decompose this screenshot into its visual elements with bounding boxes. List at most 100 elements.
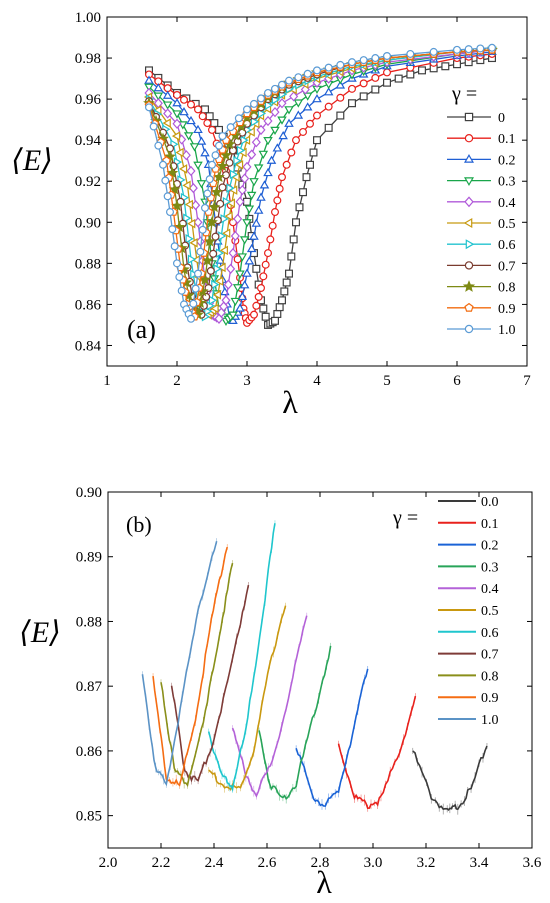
data-point xyxy=(254,292,263,301)
series-line xyxy=(170,584,250,783)
data-point xyxy=(209,275,220,284)
data-point xyxy=(226,263,236,274)
data-point xyxy=(211,279,220,290)
legend-label: 0.1 xyxy=(481,517,499,532)
series-gamma-0.1 xyxy=(337,693,417,812)
series-gamma-0.0 xyxy=(412,743,488,815)
data-point xyxy=(278,173,287,182)
data-point xyxy=(282,278,291,287)
data-point xyxy=(239,280,250,289)
data-point xyxy=(163,108,173,119)
y-axis-label: ⟨E⟩ xyxy=(11,144,53,177)
data-point xyxy=(263,167,273,177)
data-point xyxy=(145,103,154,112)
data-point xyxy=(181,150,191,161)
data-point xyxy=(163,84,172,93)
data-point xyxy=(359,56,368,65)
legend-label: 0 xyxy=(498,111,505,126)
data-point xyxy=(193,217,203,228)
data-point xyxy=(295,203,304,212)
data-point xyxy=(272,143,283,152)
series-gamma-1.0 xyxy=(145,43,497,323)
legend-item: 0.7 xyxy=(447,259,516,274)
data-point xyxy=(178,164,188,174)
data-point xyxy=(194,269,203,278)
legend-label: 0.6 xyxy=(498,238,516,253)
data-point xyxy=(235,196,245,207)
data-point xyxy=(166,208,175,217)
legend-label: 0.9 xyxy=(481,691,499,706)
y-tick-label: 0.85 xyxy=(76,809,102,825)
data-point xyxy=(406,49,415,58)
data-point xyxy=(263,137,273,146)
data-point xyxy=(189,143,200,152)
y-tick-label: 0.90 xyxy=(76,485,102,501)
data-point xyxy=(187,218,196,229)
data-point xyxy=(218,183,227,192)
series-gamma-0.5 xyxy=(208,602,287,794)
series-line xyxy=(207,523,276,792)
data-point xyxy=(453,45,462,54)
series-line xyxy=(208,605,287,791)
data-point xyxy=(171,131,181,141)
legend-title: γ = xyxy=(392,507,418,529)
data-point xyxy=(172,98,182,107)
data-point xyxy=(172,118,182,129)
data-point xyxy=(383,52,392,61)
legend-label: 0.4 xyxy=(498,196,516,211)
data-point xyxy=(212,290,221,300)
data-point xyxy=(168,183,181,195)
data-point xyxy=(268,221,277,230)
data-point xyxy=(359,79,368,88)
legend-item: 0.7 xyxy=(438,648,499,663)
data-point xyxy=(209,249,218,258)
data-point xyxy=(177,286,186,295)
data-point xyxy=(187,254,197,265)
legend-item: 1.0 xyxy=(438,713,499,728)
legend-label: 0.6 xyxy=(481,626,499,641)
data-point xyxy=(273,196,282,205)
legend-item: 0.2 xyxy=(447,153,516,168)
data-point xyxy=(242,268,252,277)
legend-marker xyxy=(464,324,474,334)
data-point xyxy=(464,45,473,54)
y-tick-label: 0.94 xyxy=(75,133,102,149)
x-tick-label: 3 xyxy=(243,373,251,389)
data-point xyxy=(244,256,255,265)
data-point xyxy=(282,160,291,169)
data-point xyxy=(261,260,270,269)
data-point xyxy=(208,160,217,169)
data-point xyxy=(198,225,207,234)
data-point xyxy=(242,219,252,228)
legend-item: 0.2 xyxy=(438,539,499,554)
data-point xyxy=(249,178,259,187)
data-point xyxy=(203,119,212,128)
data-point xyxy=(226,183,235,193)
legend-item: 0 xyxy=(447,111,505,126)
data-point xyxy=(218,132,227,141)
data-point xyxy=(476,44,485,53)
data-point xyxy=(211,151,220,160)
data-point xyxy=(233,155,242,166)
legend-marker xyxy=(464,112,474,122)
x-tick-label: 1 xyxy=(103,373,111,389)
data-point xyxy=(250,116,260,127)
data-point xyxy=(266,235,275,244)
data-point xyxy=(162,118,171,128)
legend-item: 0.8 xyxy=(447,280,516,296)
data-point xyxy=(203,235,216,247)
data-point xyxy=(183,132,194,141)
x-axis-label: λ xyxy=(316,864,332,900)
data-point xyxy=(251,218,262,227)
data-point xyxy=(191,284,200,293)
data-point xyxy=(313,66,322,75)
data-point xyxy=(210,119,219,128)
series-line xyxy=(337,695,417,810)
y-tick-label: 0.87 xyxy=(76,679,103,695)
series-line xyxy=(141,540,218,787)
data-point xyxy=(205,175,214,184)
data-point xyxy=(170,242,179,251)
series-line xyxy=(148,49,493,322)
data-point xyxy=(252,264,261,273)
legend-label: 0.1 xyxy=(498,132,516,147)
